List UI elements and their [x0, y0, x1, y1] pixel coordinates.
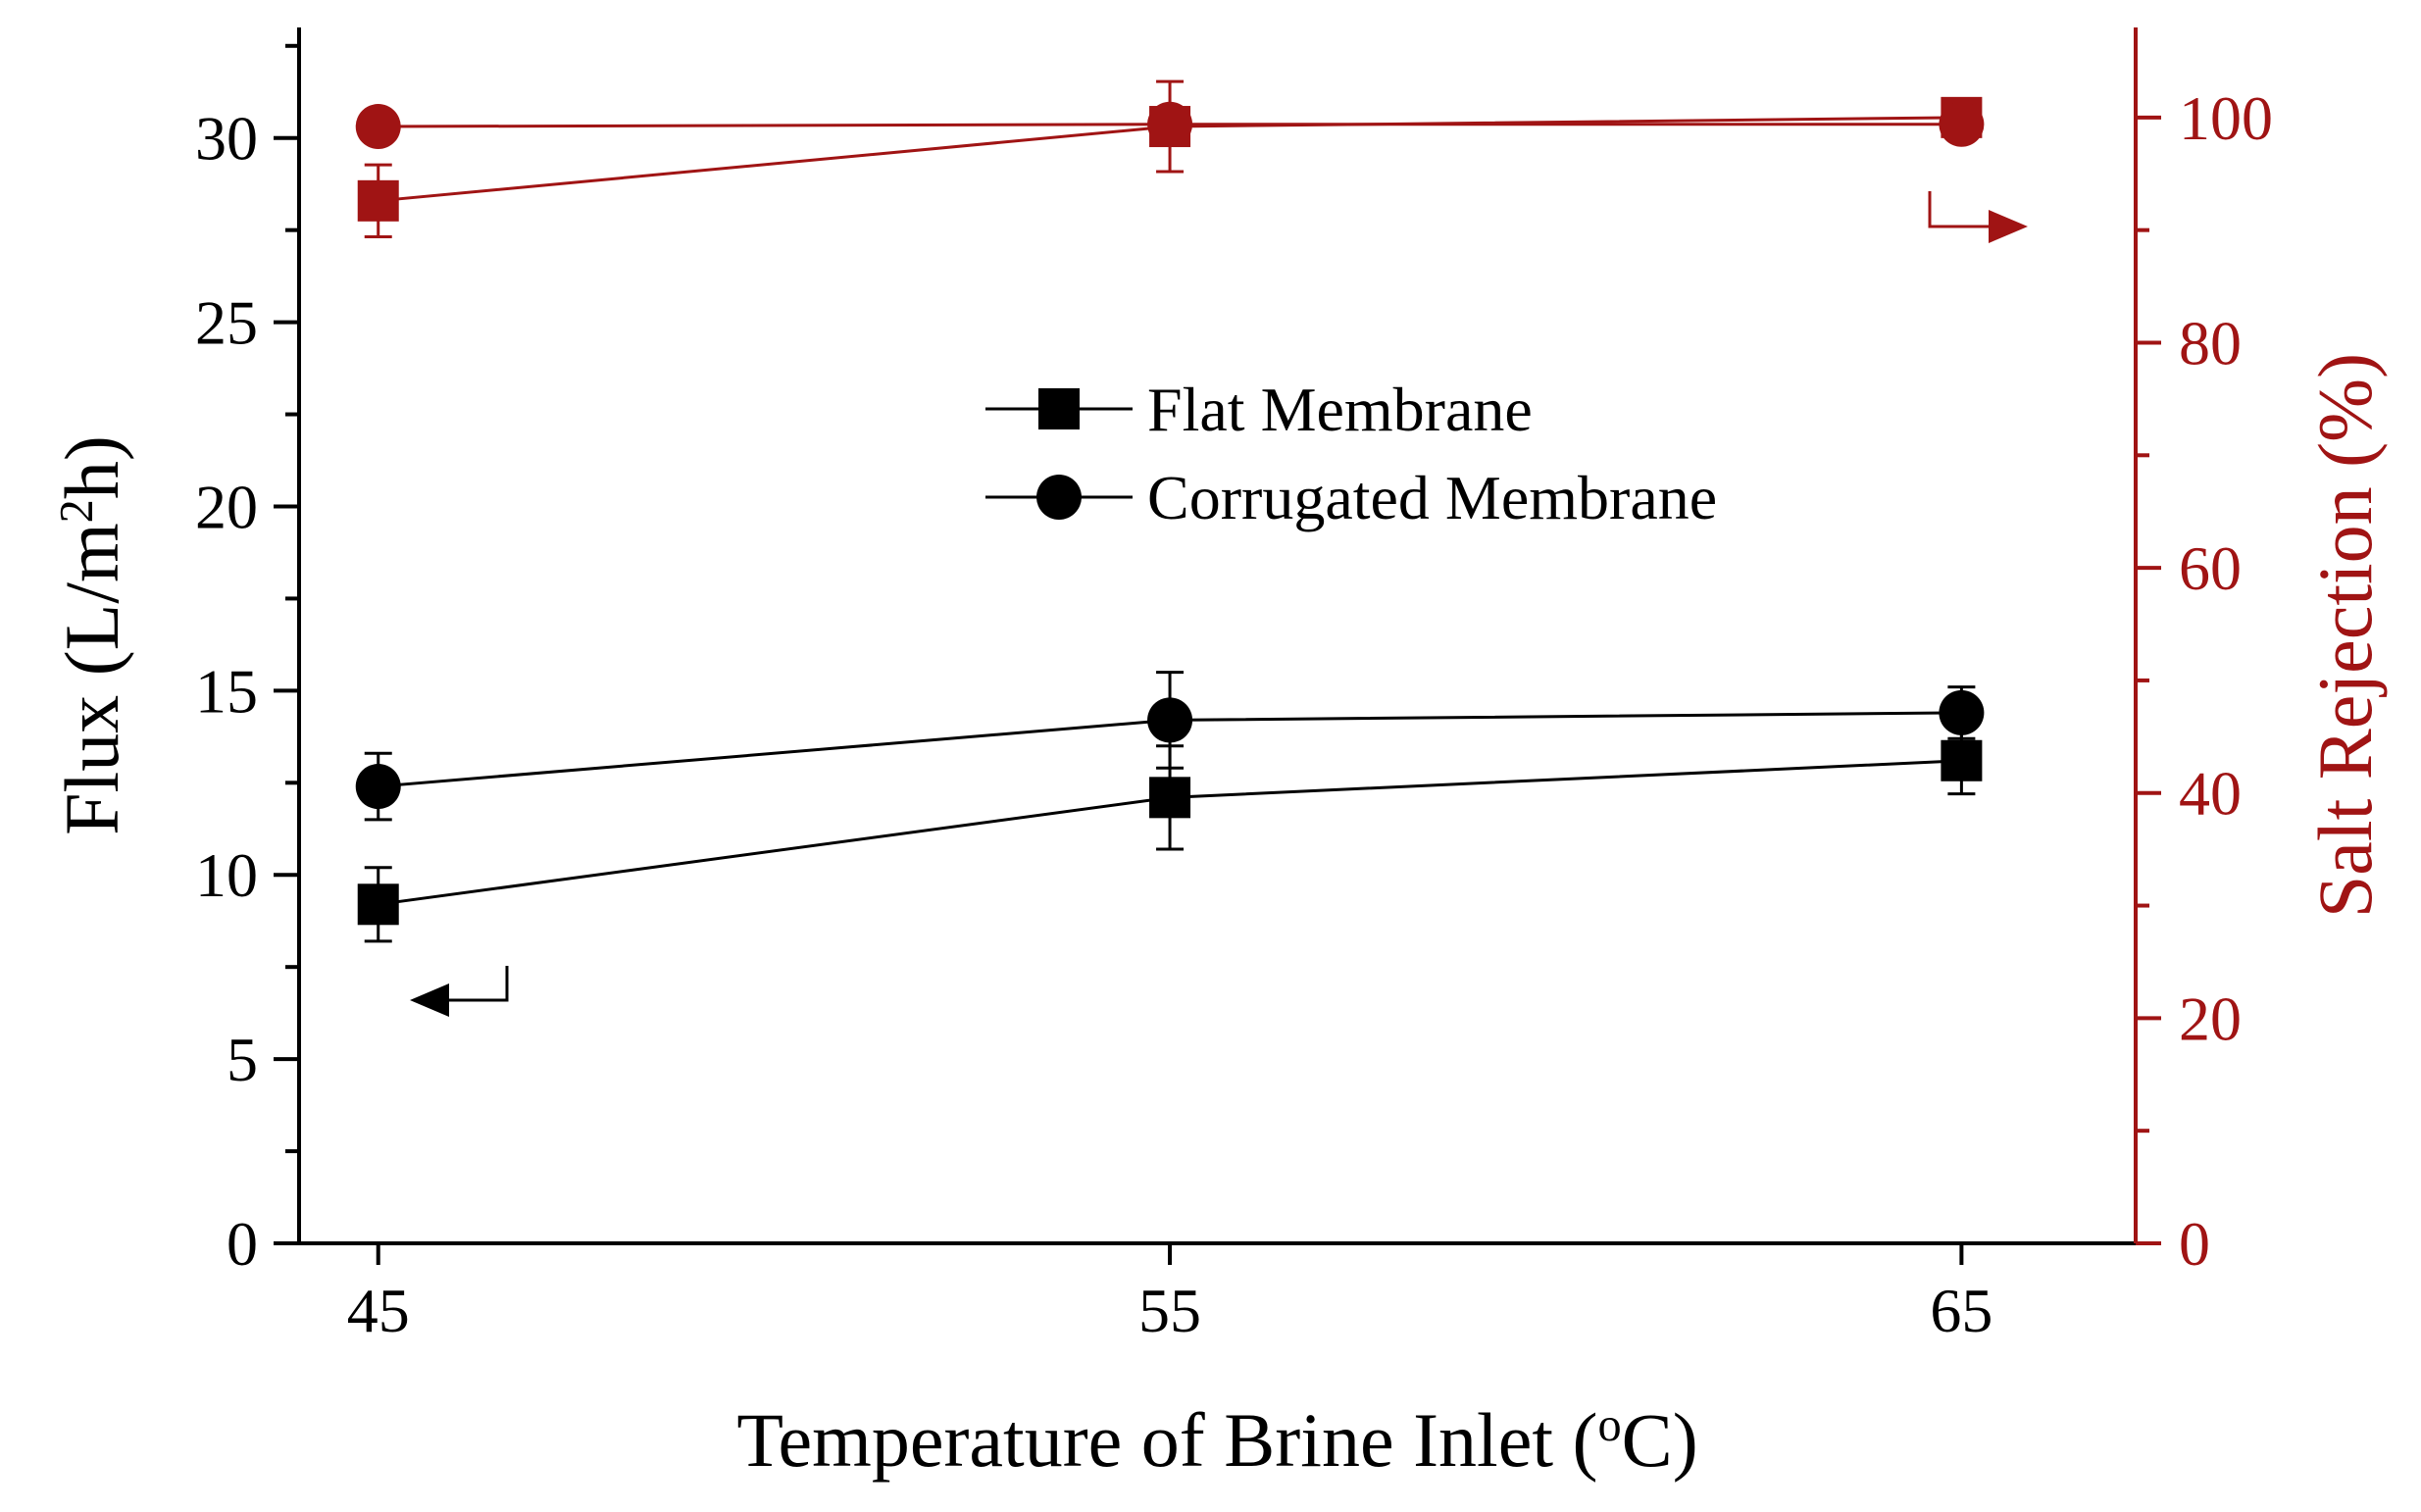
data-point-3-2 [1939, 101, 1985, 147]
y-left-tick-label-20: 20 [195, 472, 258, 541]
arrow-right-shaft [1928, 191, 2000, 228]
legend-entry-1: Corrugated Membrane [985, 463, 1717, 532]
arrow-right-icon [1928, 191, 2028, 243]
data-point-0-1 [1149, 777, 1191, 819]
data-point-3-0 [355, 104, 401, 150]
y-left-tick-label-5: 5 [227, 1025, 258, 1094]
arrow-left-head [410, 983, 449, 1017]
legend-label: Corrugated Membrane [1147, 463, 1717, 532]
y-left-tick-label-15: 15 [195, 656, 258, 726]
legend-marker [1036, 475, 1082, 520]
y-right-axis-title: Salt Rejection (%) [2302, 353, 2388, 918]
data-point-2-0 [357, 179, 399, 222]
y-right-tick-label-40: 40 [2179, 759, 2242, 829]
legend-entry-0: Flat Membrane [985, 375, 1533, 444]
x-axis-title: Temperature of Brine Inlet (oC) [736, 1397, 1697, 1483]
data-point-0-0 [357, 883, 399, 926]
legend-marker [1038, 388, 1080, 429]
data-point-1-0 [355, 764, 401, 810]
x-tick-label-55: 55 [1138, 1276, 1201, 1345]
y-right-tick-label-100: 100 [2179, 83, 2273, 153]
legend-label: Flat Membrane [1147, 375, 1533, 444]
y-right-tick-label-60: 60 [2179, 533, 2242, 603]
y-left-axis-title: Flux (L/m2h) [49, 435, 134, 835]
data-point-1-2 [1939, 689, 1985, 735]
x-tick-label-45: 45 [347, 1276, 410, 1345]
data-point-3-1 [1147, 101, 1193, 147]
arrow-left-icon [410, 966, 509, 1017]
y-right-tick-label-80: 80 [2179, 308, 2242, 378]
data-point-0-2 [1941, 739, 1983, 781]
arrow-left-shaft [436, 966, 509, 1002]
arrow-right-head [1989, 210, 2028, 243]
y-left-tick-label-30: 30 [195, 104, 258, 174]
y-left-tick-label-0: 0 [227, 1209, 258, 1279]
x-tick-label-65: 65 [1930, 1276, 1992, 1345]
y-right-tick-label-0: 0 [2179, 1209, 2210, 1279]
series-3 [355, 101, 1985, 150]
y-right-tick-label-20: 20 [2179, 983, 2242, 1053]
data-point-1-1 [1147, 697, 1193, 743]
y-left-tick-label-10: 10 [195, 840, 258, 910]
y-left-tick-label-25: 25 [195, 288, 258, 358]
series-0 [357, 726, 1983, 943]
series-1 [355, 671, 1985, 822]
